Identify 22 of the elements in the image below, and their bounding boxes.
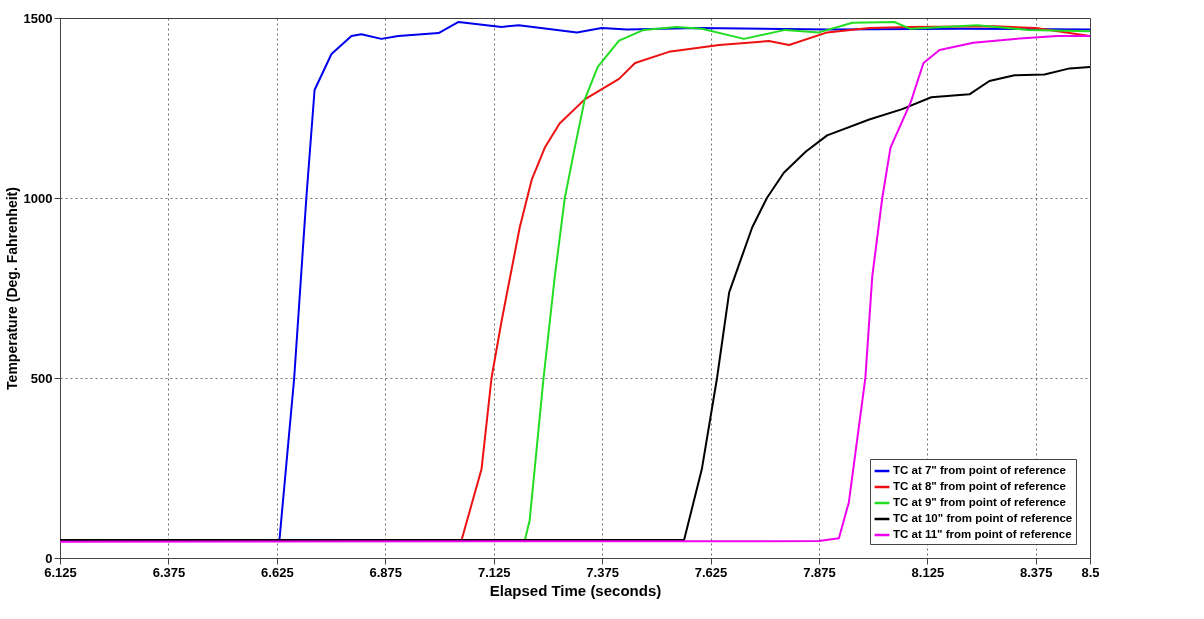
x-tick-label: 7.625 [694,564,728,580]
x-tick-label: 7.375 [586,564,619,580]
x-tick-label: 7.875 [803,564,836,580]
y-tick-label: 1000 [23,190,53,206]
legend-label: TC at 8" from point of reference [893,480,1066,492]
x-tick-label: 8.375 [1020,564,1053,580]
x-tick-label: 7.125 [477,564,511,580]
y-axis-title: Temperature (Deg. Fahrenheit) [3,187,20,390]
legend-label: TC at 10" from point of reference [893,512,1073,524]
x-tick-label: 6.125 [44,564,77,580]
x-tick-label: 6.875 [369,564,403,580]
y-tick-label: 500 [30,370,53,386]
legend-label: TC at 11" from point of reference [893,528,1072,540]
legend-label: TC at 9" from point of reference [893,496,1066,508]
y-tick-label: 1500 [23,10,53,26]
x-tick-label: 6.625 [261,564,294,580]
x-tick-label: 6.375 [152,564,186,580]
y-tick-label: 0 [45,550,53,566]
legend-label: TC at 7" from point of reference [893,464,1066,476]
x-tick-label: 8.125 [911,564,945,580]
x-axis-title: Elapsed Time (seconds) [489,581,662,599]
x-tick-label: 8.5 [1081,564,1100,580]
